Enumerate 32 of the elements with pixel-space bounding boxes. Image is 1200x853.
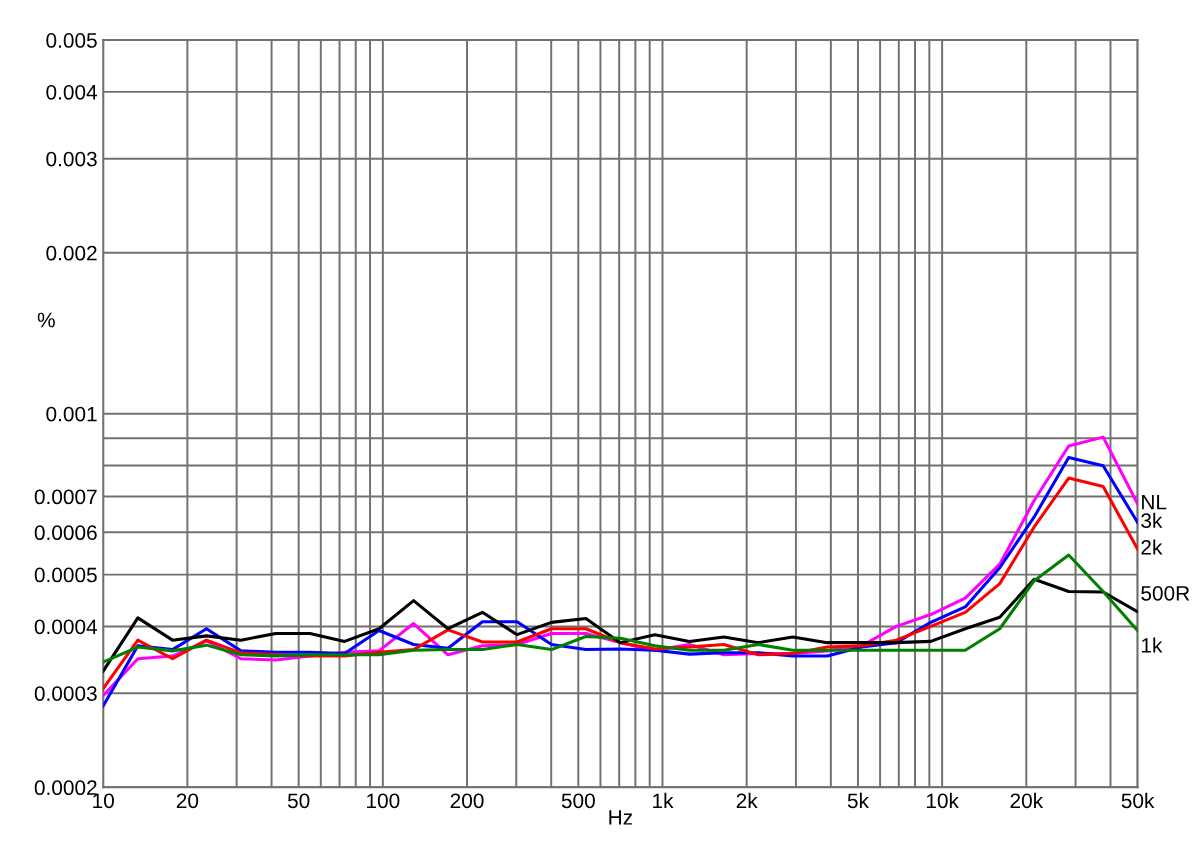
y-axis-title: % [37,312,55,328]
line-series [103,553,1138,664]
x-tick-label: 200 [450,793,484,809]
series-label: NL [1142,494,1167,510]
x-tick-label: 2k [736,792,758,808]
x-tick-label: 1k [653,792,674,808]
y-tick-label: 0.001 [46,406,97,422]
y-tick-label: 0.005 [46,33,97,48]
series-label: 2k [1141,539,1163,555]
y-tick-label: 0.0002 [34,780,97,796]
y-tick-label: 0.004 [46,84,98,100]
x-tick-label: 20k [1010,792,1044,809]
line-series [103,577,1138,673]
y-tick-label: 0.003 [46,151,97,167]
x-tick-label: 10 [93,793,114,809]
x-tick-label: 500 [561,793,595,809]
x-tick-label: 20 [176,793,199,809]
x-tick-label: 100 [367,793,400,809]
x-tick-label: 50k [1121,792,1155,809]
y-tick-label: 0.002 [46,245,97,261]
series-label: 3k [1141,512,1163,529]
y-tick-label: 0.0007 [34,489,97,505]
x-tick-label: 50 [287,793,310,809]
x-axis-title: Hz [609,810,633,825]
y-tick-label: 0.0004 [34,619,98,635]
series-label: 1k [1141,637,1163,653]
x-tick-label: 10k [926,792,959,809]
series-label: 500R [1141,585,1190,601]
y-tick-label: 0.0005 [34,567,97,583]
y-tick-label: 0.0006 [34,525,97,541]
y-tick-label: 0.0003 [34,686,97,701]
x-tick-label: 5k [847,792,869,809]
